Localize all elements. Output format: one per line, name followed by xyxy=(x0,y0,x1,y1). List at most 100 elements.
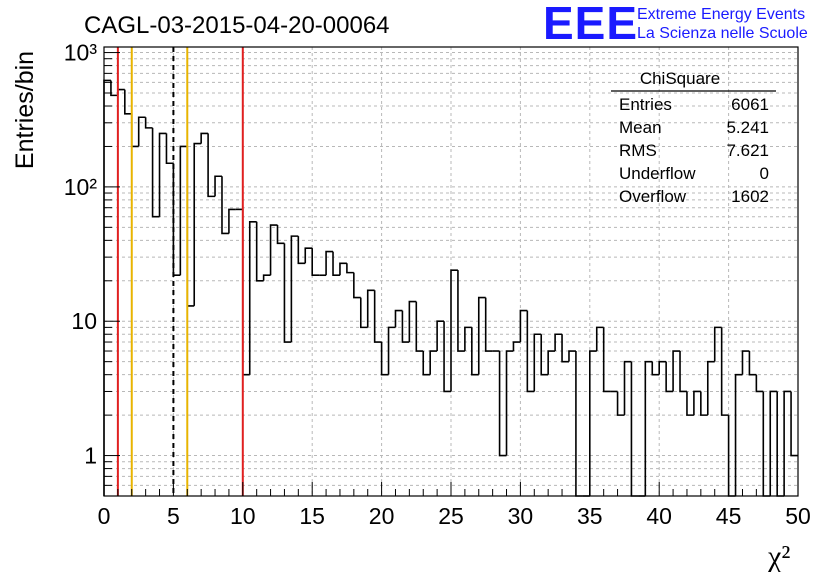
threshold-lines xyxy=(116,47,244,496)
histogram-bin xyxy=(665,361,674,393)
histogram-bin xyxy=(471,327,479,376)
histogram-bin xyxy=(151,127,160,218)
histogram-bin xyxy=(706,360,715,416)
histogram-bin xyxy=(366,289,375,328)
histogram-bin xyxy=(700,391,708,416)
histogram-bin xyxy=(137,116,146,147)
stats-row-value: 0 xyxy=(760,164,769,183)
histogram-bin xyxy=(200,132,209,144)
histogram-bin xyxy=(595,326,604,352)
y-axis-label: Entries/bin xyxy=(11,51,39,169)
histogram-bin xyxy=(436,320,445,352)
histogram-bin xyxy=(255,221,264,282)
histogram-bin xyxy=(276,225,285,245)
histogram-bin xyxy=(734,373,743,496)
histogram-bin xyxy=(387,326,396,375)
histogram-bin xyxy=(720,327,729,416)
histogram-bin xyxy=(242,209,250,376)
histogram-bin xyxy=(457,270,465,352)
histogram-bin xyxy=(623,360,632,416)
histogram-bin xyxy=(214,175,222,197)
histogram-bin xyxy=(679,351,687,393)
histogram-bin xyxy=(748,351,757,376)
stats-box: ChiSquare Entries 6061 Mean 5.241 RMS 7.621 Un… xyxy=(611,69,776,206)
histogram-bin xyxy=(144,117,153,129)
histogram-bin xyxy=(505,350,514,456)
histogram-bin xyxy=(193,142,202,306)
histogram-bin xyxy=(422,351,431,376)
stats-row-label: Entries xyxy=(619,95,672,114)
histogram-bin xyxy=(165,133,174,165)
histogram-bin xyxy=(776,391,785,497)
histogram-bin xyxy=(311,248,320,277)
histogram-bin xyxy=(179,145,188,276)
histogram-bin xyxy=(464,326,472,352)
histogram-bin xyxy=(408,300,417,343)
histogram-bin xyxy=(672,350,681,392)
histogram-bin xyxy=(124,89,132,115)
histogram-bin xyxy=(686,391,694,416)
stats-row-value: 6061 xyxy=(731,95,769,114)
x-tick-label: 40 xyxy=(646,503,672,529)
histogram-bin xyxy=(359,297,368,329)
histogram-bin xyxy=(443,321,451,393)
histogram-bin xyxy=(172,163,181,277)
stats-row-value: 7.621 xyxy=(726,141,769,160)
x-tick-label: 20 xyxy=(369,503,395,529)
histogram-bin xyxy=(651,361,660,376)
histogram-bin xyxy=(186,146,195,307)
histogram-bin xyxy=(117,88,125,96)
histogram-bin xyxy=(110,80,118,97)
histogram-bin xyxy=(484,297,493,352)
histogram-bin xyxy=(346,263,354,274)
histogram-bin xyxy=(103,79,111,496)
histogram-bin xyxy=(401,310,410,343)
histogram-bin xyxy=(221,176,229,235)
histogram-bin xyxy=(380,342,389,376)
stats-row-label: Mean xyxy=(619,118,662,137)
histogram-bin xyxy=(526,310,535,393)
histogram-bin xyxy=(207,133,216,198)
x-tick-label: 45 xyxy=(716,503,742,529)
x-tick-label: 5 xyxy=(167,503,180,529)
histogram-bin xyxy=(498,351,507,457)
histogram-bin xyxy=(589,350,597,496)
histogram-bin xyxy=(540,334,549,376)
histogram-bin xyxy=(533,333,542,392)
stats-box-title: ChiSquare xyxy=(640,69,720,88)
histogram-bin xyxy=(158,132,167,217)
histogram-bin xyxy=(339,262,347,276)
logo-line-1: Extreme Energy Events xyxy=(637,6,806,23)
stats-row-label: Overflow xyxy=(619,187,687,206)
histogram-bin xyxy=(415,301,424,352)
histogram-bin xyxy=(394,309,403,328)
histogram-bin xyxy=(248,220,257,375)
eee-logo-mark: EEE xyxy=(543,0,639,49)
x-tick-label: 25 xyxy=(438,503,464,529)
histogram-bin xyxy=(693,390,701,416)
histogram-bin xyxy=(429,350,438,375)
x-tick-label: 0 xyxy=(98,503,111,529)
histogram-bin xyxy=(602,327,611,393)
histogram-bin xyxy=(269,224,278,276)
histogram-bin xyxy=(262,274,271,281)
histogram-bin xyxy=(477,296,486,375)
histogram-bin xyxy=(325,250,334,276)
histogram-bin xyxy=(741,350,750,375)
stats-row-value: 5.241 xyxy=(726,118,769,137)
histogram-bin xyxy=(658,360,667,375)
histogram-bin xyxy=(561,334,569,363)
axes: 0 5 10 15 20 25 30 35 40 45 50 1 10 10² 10³ xyxy=(64,40,811,529)
stats-row-value: 1602 xyxy=(731,187,769,206)
y-tick-label: 10³ xyxy=(64,40,98,66)
histogram-bin xyxy=(575,351,583,497)
histogram-bin xyxy=(790,391,798,457)
histogram-bin xyxy=(304,247,313,264)
histogram-bin xyxy=(547,350,556,375)
histogram-bin xyxy=(450,269,458,392)
x-tick-label: 50 xyxy=(785,503,811,529)
x-tick-label: 10 xyxy=(230,503,256,529)
histogram-bin xyxy=(554,333,563,352)
x-axis-label: χ² xyxy=(767,540,790,572)
